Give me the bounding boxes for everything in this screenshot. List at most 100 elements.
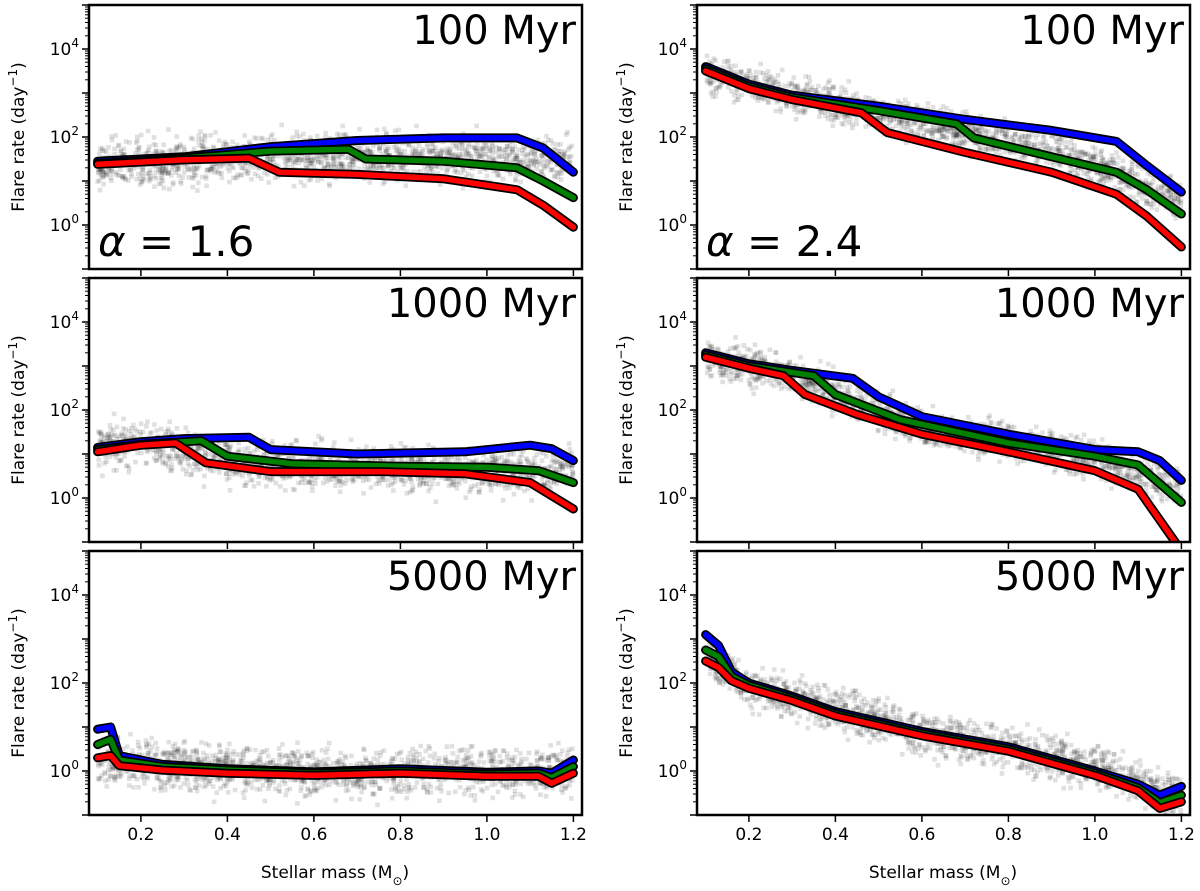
scatter-point [1162, 183, 1167, 189]
scatter-point [988, 420, 993, 425]
scatter-point [410, 153, 415, 158]
scatter-point [185, 167, 191, 172]
scatter-point [747, 382, 753, 387]
scatter-point [800, 363, 806, 369]
scatter-point [154, 163, 159, 169]
scatter-point [256, 481, 261, 486]
scatter-point [510, 472, 516, 478]
scatter-point [109, 137, 115, 143]
scatter-point [747, 76, 752, 81]
scatter-point [753, 69, 758, 75]
scatter-point [1045, 143, 1050, 149]
scatter-point [154, 428, 160, 433]
scatter-point [350, 166, 356, 172]
scatter-point [1135, 162, 1140, 168]
scatter-point [201, 144, 206, 150]
scatter-point [224, 443, 229, 448]
scatter-point [160, 447, 165, 452]
scatter-point [551, 457, 557, 463]
scatter-point [308, 160, 313, 166]
scatter-point [518, 473, 523, 479]
scatter-point [394, 148, 399, 153]
scatter-point [1055, 138, 1060, 144]
scatter-point [524, 472, 529, 478]
scatter-point [1048, 145, 1054, 151]
scatter-point [392, 475, 398, 480]
scatter-point [104, 435, 110, 440]
scatter-point [1077, 150, 1083, 155]
scatter-point [1058, 434, 1064, 439]
scatter-point [460, 166, 465, 171]
scatter-point [532, 152, 538, 157]
scatter-point [996, 129, 1002, 134]
scatter-point [403, 445, 409, 450]
scatter-point [224, 142, 229, 147]
scatter-point [802, 87, 808, 92]
scatter-point [513, 172, 519, 178]
scatter-point [1106, 175, 1112, 181]
scatter-point [555, 459, 560, 465]
scatter-point [954, 128, 960, 134]
scatter-point [448, 481, 454, 486]
scatter-point [1073, 150, 1078, 156]
scatter-point [418, 457, 424, 462]
scatter-point [514, 156, 519, 161]
scatter-point [181, 170, 187, 175]
scatter-point [402, 148, 407, 154]
y-tick-base: 10 [658, 128, 680, 148]
scatter-point [408, 476, 413, 481]
scatter-point [1080, 458, 1085, 464]
scatter-point [509, 149, 515, 155]
scatter-point [416, 152, 421, 157]
scatter-point [756, 95, 761, 100]
scatter-point [243, 169, 249, 174]
scatter-point [978, 146, 983, 151]
scatter-point [1119, 464, 1124, 469]
scatter-point [983, 128, 989, 134]
scatter-point [500, 498, 506, 503]
scatter-point [752, 355, 758, 360]
scatter-point [477, 154, 482, 159]
scatter-point [371, 446, 377, 451]
scatter-point [104, 171, 109, 177]
scatter-point [973, 140, 979, 146]
scatter-point [418, 169, 424, 174]
scatter-point [254, 136, 260, 141]
scatter-point [275, 174, 281, 179]
scatter-point [480, 154, 485, 160]
scatter-point [1171, 198, 1177, 204]
scatter-point [119, 457, 124, 463]
scatter-point [248, 477, 254, 483]
scatter-point [264, 451, 270, 456]
scatter-point [1118, 466, 1123, 472]
scatter-point [559, 465, 565, 470]
scatter-point [196, 133, 201, 139]
scatter-point [555, 169, 560, 175]
scatter-point [506, 459, 512, 465]
scatter-point [843, 112, 849, 118]
scatter-point [771, 383, 777, 389]
scatter-point [419, 151, 424, 157]
scatter-point [209, 167, 214, 172]
scatter-point [854, 394, 860, 400]
scatter-point [558, 149, 563, 154]
scatter-point [162, 168, 168, 173]
scatter-point [395, 169, 400, 174]
scatter-point [487, 480, 493, 486]
scatter-point [1129, 167, 1135, 172]
scatter-point [224, 141, 229, 147]
scatter-point [809, 87, 814, 93]
scatter-point [559, 463, 565, 468]
scatter-point [480, 460, 486, 465]
scatter-point [512, 177, 518, 182]
scatter-point [746, 378, 752, 383]
scatter-point [541, 160, 546, 166]
scatter-point [448, 146, 454, 151]
scatter-point [478, 153, 483, 158]
scatter-point [835, 381, 841, 387]
scatter-point [202, 473, 207, 479]
scatter-point [960, 133, 965, 139]
scatter-point [111, 427, 116, 433]
scatter-point [954, 133, 959, 138]
scatter-point [708, 90, 714, 96]
